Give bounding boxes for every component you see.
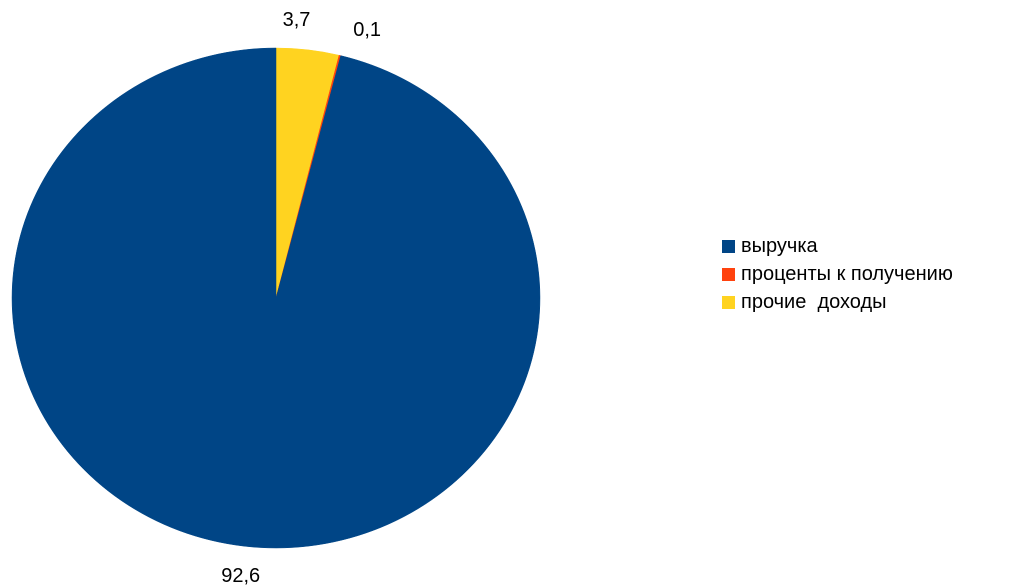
legend-label: проценты к получению xyxy=(741,263,953,285)
legend-swatch xyxy=(722,239,735,253)
pie-data-label: 0,1 xyxy=(353,19,381,41)
pie-data-label: 92,6 xyxy=(221,565,260,585)
legend-swatch xyxy=(722,267,735,281)
legend-label: прочие доходы xyxy=(741,291,887,313)
pie-data-label: 3,7 xyxy=(283,9,311,31)
legend-item-vyruchka: выручка xyxy=(722,232,953,260)
pie-slice xyxy=(11,47,541,549)
legend-swatch xyxy=(722,295,735,309)
legend: выручка проценты к получению прочие дохо… xyxy=(722,232,953,316)
legend-item-prochie-dokhody: прочие доходы xyxy=(722,288,953,316)
legend-label: выручка xyxy=(741,235,818,257)
pie-data-labels: 3,7 0,1 92,6 xyxy=(221,9,381,585)
legend-item-protsenty: проценты к получению xyxy=(722,260,953,288)
pie-slices xyxy=(11,47,541,549)
